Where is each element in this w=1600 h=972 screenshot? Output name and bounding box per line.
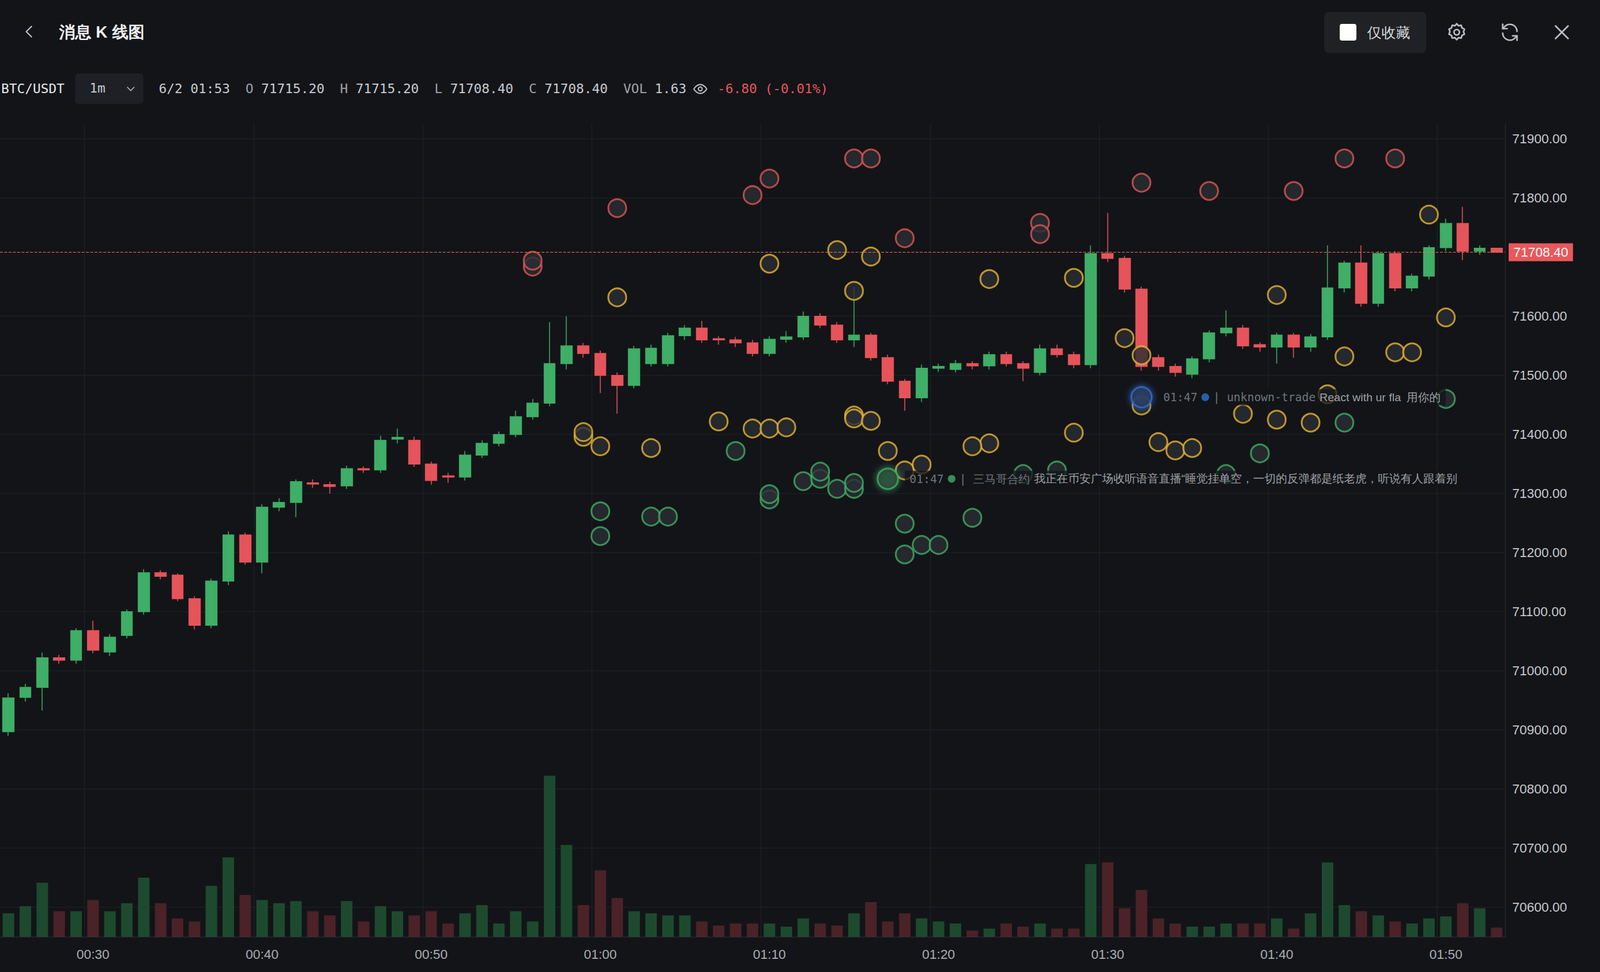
html-text:71715.20: 71715.20 [355,81,419,97]
html-text:6/2 01:53: 6/2 01:53 [158,81,230,97]
svg-text:01:40: 01:40 [1260,946,1294,962]
svg-text:01:47: 01:47 [909,472,944,486]
svg-text:1.63: 1.63 [1513,920,1540,935]
html-text:BTC/USDT: BTC/USDT [1,81,65,97]
svg-text:71900.00: 71900.00 [1512,131,1568,147]
svg-text:| unknown-trade: | unknown-trade [1213,390,1316,405]
svg-text:| 三马哥合约: | 三马哥合约 [959,472,1030,486]
svg-text:01:00: 01:00 [583,946,617,962]
html-text:L: L [434,81,443,97]
svg-text:71500.00: 71500.00 [1512,367,1568,383]
svg-text:71708.40: 71708.40 [1513,244,1569,260]
html-text:VOL: VOL [623,81,648,97]
svg-text:70800.00: 70800.00 [1512,781,1568,797]
svg-text:70600.00: 70600.00 [1512,899,1568,915]
html-text:O: O [245,81,254,97]
html-text:仅收藏: 仅收藏 [1367,24,1411,41]
html-text:71708.40: 71708.40 [450,81,514,97]
svg-text:71300.00: 71300.00 [1512,485,1568,501]
svg-text:React with ur fla: React with ur fla [1319,391,1402,404]
svg-text:用你的: 用你的 [1406,391,1441,404]
svg-text:00:50: 00:50 [414,946,448,962]
svg-text:71600.00: 71600.00 [1512,308,1568,324]
svg-text:71800.00: 71800.00 [1512,190,1568,206]
svg-text:我正在币安广场收听语音直播“睡觉挂单空，一切的反弹都是纸老虎: 我正在币安广场收听语音直播“睡觉挂单空，一切的反弹都是纸老虎，听说有人跟着别 [1034,472,1458,485]
html-text:71715.20: 71715.20 [261,81,325,97]
html-text:71708.40: 71708.40 [544,81,608,97]
html-text:1.63: 1.63 [654,81,687,97]
svg-text:01:50: 01:50 [1429,946,1463,962]
svg-text:71400.00: 71400.00 [1512,426,1568,442]
svg-text:70700.00: 70700.00 [1512,840,1568,856]
svg-text:71200.00: 71200.00 [1512,545,1568,560]
svg-text:71000.00: 71000.00 [1512,663,1568,679]
svg-text:01:10: 01:10 [752,946,786,962]
svg-text:00:40: 00:40 [245,946,279,962]
html-text:H: H [339,81,348,97]
svg-text:01:20: 01:20 [922,946,956,962]
html-text:1m: 1m [89,80,106,96]
svg-text:00:30: 00:30 [76,946,110,962]
svg-text:01:47: 01:47 [1162,390,1198,404]
html-text:C: C [528,81,537,97]
svg-text:70900.00: 70900.00 [1512,722,1568,738]
svg-text:71100.00: 71100.00 [1512,604,1566,620]
html-text:消息 K 线图: 消息 K 线图 [59,23,145,42]
svg-text:01:30: 01:30 [1091,946,1125,962]
html-text:-6.80 (-0.01%): -6.80 (-0.01%) [717,81,829,97]
